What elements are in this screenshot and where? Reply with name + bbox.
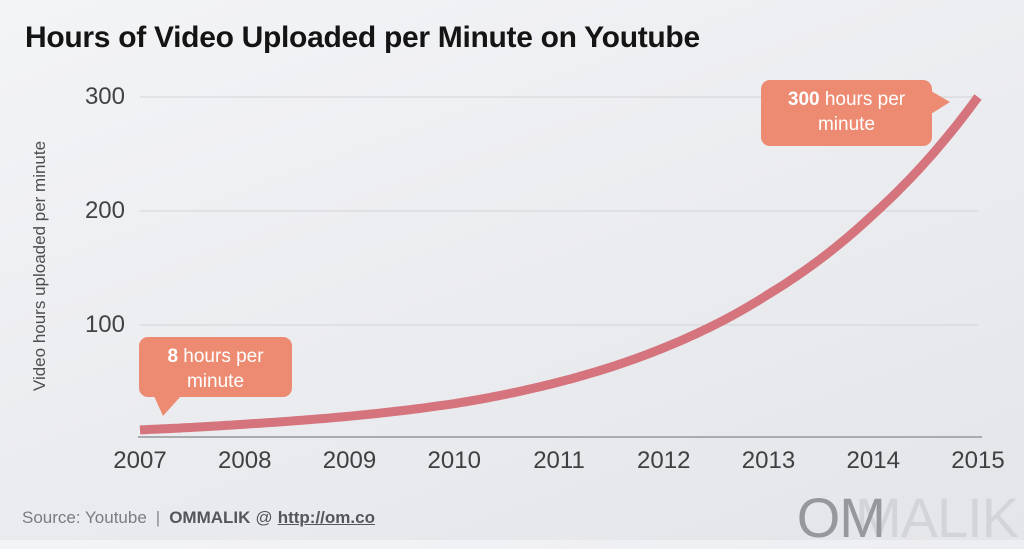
om-co-link[interactable]: http://om.co [277,508,375,527]
author-name: OMMALIK [169,508,251,527]
annotation-end-line1: 300 hours per [761,87,932,112]
footer-separator: | [155,508,161,527]
om-malik-watermark: OMMALIK [797,490,1019,546]
watermark-malik: MALIK [854,486,1019,549]
x-tick-label-2012: 2012 [637,447,691,474]
chart-title: Hours of Video Uploaded per Minute on Yo… [25,21,700,54]
y-tick-label-300: 300 [84,83,125,110]
watermark-om: OM [796,486,886,549]
data-line-series [139,94,982,435]
x-tick-label-2013: 2013 [741,447,796,474]
source-text: Source: Youtube [22,508,147,527]
x-tick-label-2015: 2015 [951,447,1005,474]
annotation-start-text: hours per [178,346,264,367]
annotation-start-line1: 8 hours per [139,344,292,369]
annotation-end-text: hours per [819,89,906,110]
annotation-end-line2: minute [817,114,876,135]
x-tick-label-2007: 2007 [113,447,167,474]
x-tick-label-2009: 2009 [322,447,377,474]
at-symbol: @ [255,508,273,527]
annotation-end-value: 300 [787,89,820,110]
annotation-start-callout: 8 hours per minute [139,337,292,416]
footer: Source: Youtube | OMMALIK @ http://om.co [22,508,375,528]
annotation-end-callout: 300 hours per minute [761,80,950,146]
annotation-start-value: 8 [167,346,179,367]
y-tick-label-100: 100 [84,311,125,338]
annotation-start-line2: minute [186,371,245,392]
callout-tail-down [154,396,181,416]
x-tick-label-2014: 2014 [846,447,900,474]
x-tick-label-2011: 2011 [533,447,585,474]
y-tick-label-200: 200 [84,197,125,224]
x-tick-label-2010: 2010 [427,447,481,474]
x-tick-label-2008: 2008 [218,447,272,474]
callout-tail-right [931,91,950,114]
